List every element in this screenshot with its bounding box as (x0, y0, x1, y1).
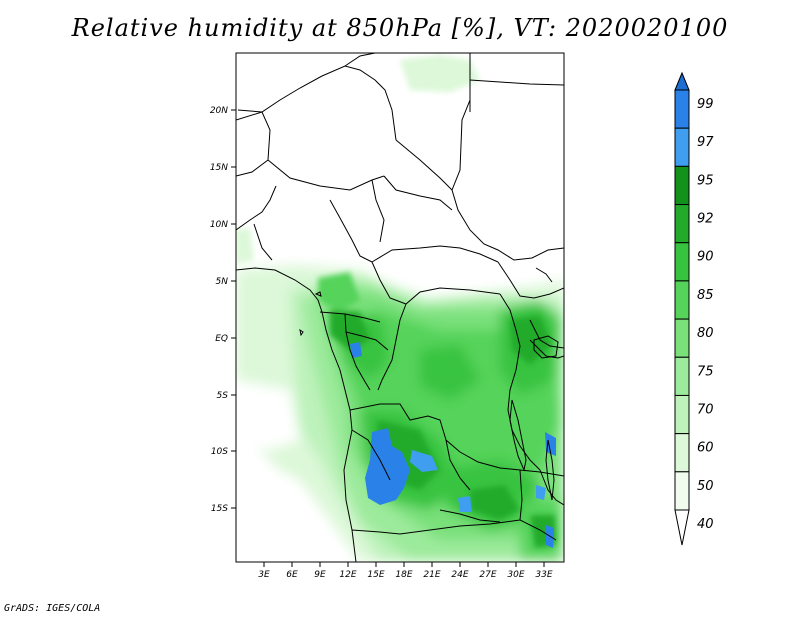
colorbar-segment (674, 204, 690, 244)
lat-tick-label: 10N (210, 220, 228, 230)
lon-tick-label: 18E (395, 570, 412, 580)
humidity-field (236, 55, 564, 562)
country-borders (236, 53, 564, 562)
colorbar-segment (674, 356, 690, 396)
colorbar-label: 60 (697, 441, 714, 456)
lon-tick-label: 9E (314, 570, 326, 580)
colorbar-label: 80 (697, 326, 714, 341)
lon-tick-label: 21E (423, 570, 440, 580)
colorbar-segment (674, 318, 690, 358)
lat-tick-label: 5N (216, 277, 229, 287)
colorbar-segment (674, 89, 690, 129)
colorbar-bottom-arrow (674, 509, 690, 546)
lat-tick-label: 10S (211, 447, 228, 457)
lon-tick-label: 15E (367, 570, 384, 580)
chart-title: Relative humidity at 850hPa [%], VT: 202… (71, 14, 729, 42)
colorbar-label: 50 (697, 479, 714, 494)
longitude-axis: 3E 6E 9E 12E 15E 18E 21E 24E 27E 30E 33E (258, 562, 553, 580)
colorbar-label: 85 (697, 288, 714, 303)
colorbar-label: 90 (697, 250, 714, 265)
colorbar-segment (674, 471, 690, 511)
colorbar-label: 70 (697, 402, 714, 417)
lat-tick-label: EQ (215, 334, 228, 344)
lat-tick-label: 20N (210, 106, 228, 116)
lon-tick-label: 12E (339, 570, 356, 580)
lon-tick-label: 33E (535, 570, 552, 580)
colorbar-label: 92 (697, 212, 714, 227)
lon-tick-label: 6E (286, 570, 298, 580)
colorbar-label: 40 (697, 517, 714, 532)
colorbar-label: 75 (697, 364, 714, 379)
lat-tick-label: 15N (210, 163, 228, 173)
colorbar-segment (674, 165, 690, 206)
colorbar: 99 97 95 92 90 85 80 75 70 60 50 40 (674, 71, 714, 546)
colorbar-segment (674, 433, 690, 473)
lat-tick-label: 5S (217, 391, 229, 401)
colorbar-top-arrow (674, 71, 690, 91)
lat-tick-label: 15S (211, 504, 228, 514)
colorbar-segment (674, 127, 690, 167)
lon-tick-label: 27E (479, 570, 496, 580)
colorbar-segment (674, 242, 690, 282)
lon-tick-label: 24E (451, 570, 468, 580)
colorbar-segment (674, 394, 690, 435)
colorbar-label: 97 (697, 135, 714, 150)
grads-credit: GrADS: IGES/COLA (4, 603, 101, 614)
colorbar-label: 95 (697, 173, 714, 188)
latitude-axis: 20N 15N 10N 5N EQ 5S 10S 15S (210, 106, 236, 514)
lon-tick-label: 3E (258, 570, 270, 580)
colorbar-label: 99 (697, 97, 714, 112)
lon-tick-label: 30E (507, 570, 524, 580)
colorbar-segment (674, 280, 690, 320)
map-frame (235, 52, 565, 563)
